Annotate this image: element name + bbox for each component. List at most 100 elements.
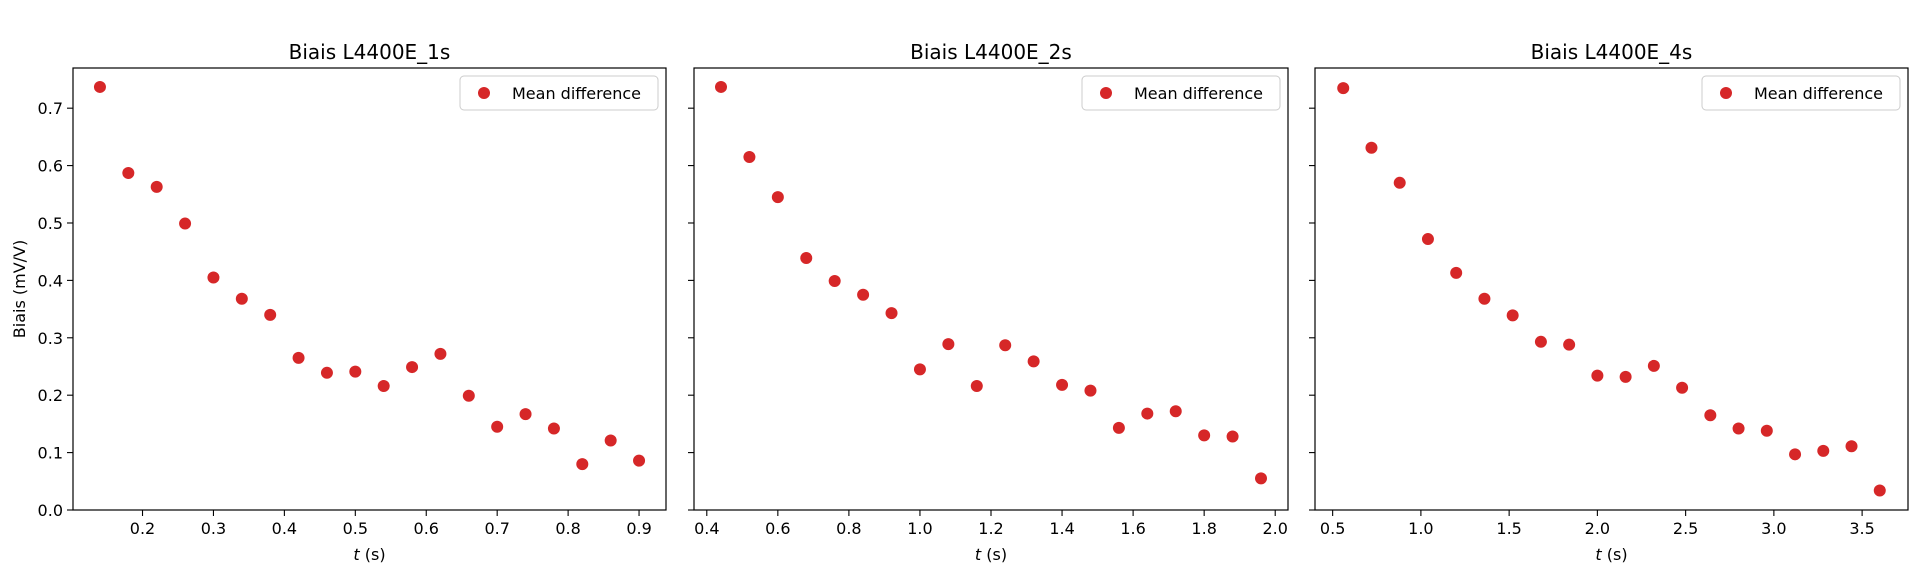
data-point: 2.16, 0.232 xyxy=(1619,370,1632,383)
chart-panel-2: Biais L4400E_2s 0.4 0.6 0.8 1.0 1.2 1.4 1.6 1.8 2… xyxy=(688,40,1289,564)
data-point: 1.56, 0.143 xyxy=(1112,421,1125,434)
data-point: 1.08, 0.289 xyxy=(942,338,955,351)
data-point: 1.36, 0.368 xyxy=(1478,292,1491,305)
chart-title: Biais L4400E_2s xyxy=(910,40,1072,64)
legend-marker xyxy=(1720,87,1732,99)
legend-box xyxy=(1701,75,1901,111)
chart-panel-1: Biais L4400E_1s 0.2 0.3 0.4 0.5 0.6 0.7 0.8 0.9 0… xyxy=(10,40,667,564)
data-point: 1.64, 0.168 xyxy=(1141,407,1154,420)
data-point: 0.56, 0.735 xyxy=(1337,82,1350,95)
data-point: 0.3, 0.405 xyxy=(207,271,220,284)
x-tick-label: 1.2 xyxy=(978,519,1003,538)
data-point: 0.68, 0.439 xyxy=(800,252,813,265)
x-axis-label-symbol: t xyxy=(975,545,982,564)
data-point: 0.42, 0.265 xyxy=(292,351,305,364)
data-point: 0.52, 0.615 xyxy=(743,150,756,163)
x-tick-label: 0.4 xyxy=(272,519,297,538)
y-axis-label: Biais (mV/V) xyxy=(10,240,29,338)
data-point: 1.32, 0.259 xyxy=(1027,355,1040,368)
data-point: 3.12, 0.097 xyxy=(1789,448,1802,461)
data-point: 3.28, 0.103 xyxy=(1817,444,1830,457)
x-tick-label: 0.7 xyxy=(484,519,509,538)
data-point: 0.6, 0.545 xyxy=(771,191,784,204)
legend: Mean difference xyxy=(1701,75,1901,111)
y-tick-label: 0.6 xyxy=(38,157,63,176)
legend-label: Mean difference xyxy=(512,84,641,103)
x-tick-label: 0.5 xyxy=(343,519,368,538)
x-tick-label: 3.5 xyxy=(1849,519,1874,538)
x-axis-label-unit: (s) xyxy=(360,545,386,564)
data-point: 2.96, 0.138 xyxy=(1760,424,1773,437)
data-point: 0.78, 0.142 xyxy=(547,422,560,435)
data-point: 2.8, 0.142 xyxy=(1732,422,1745,435)
x-tick-label: 0.4 xyxy=(694,519,719,538)
data-point: 1.88, 0.128 xyxy=(1226,430,1239,443)
legend-label: Mean difference xyxy=(1134,84,1263,103)
data-point: 1.8, 0.13 xyxy=(1198,429,1211,442)
y-tick-label: 0.5 xyxy=(38,214,63,233)
y-tick-label: 0.7 xyxy=(38,99,63,118)
x-tick-label: 1.4 xyxy=(1049,519,1074,538)
data-point: 0.92, 0.343 xyxy=(885,307,898,320)
data-point: 0.38, 0.34 xyxy=(264,308,277,321)
x-tick-label: 0.6 xyxy=(414,519,439,538)
legend-label: Mean difference xyxy=(1754,84,1883,103)
data-point: 0.84, 0.375 xyxy=(857,288,870,301)
data-point: 1.48, 0.208 xyxy=(1084,384,1097,397)
data-point: 0.62, 0.272 xyxy=(434,347,447,360)
data-point: 3.6, 0.034 xyxy=(1873,484,1886,497)
data-point: 0.74, 0.167 xyxy=(519,408,532,421)
data-point: 1.84, 0.288 xyxy=(1563,338,1576,351)
data-point: 0.82, 0.08 xyxy=(576,458,589,471)
data-point: 0.72, 0.631 xyxy=(1365,141,1378,154)
data-point: 0.9, 0.086 xyxy=(633,454,646,467)
data-point: 0.22, 0.563 xyxy=(150,180,163,193)
data-point: 0.34, 0.368 xyxy=(235,292,248,305)
data-point: 0.44, 0.737 xyxy=(715,80,727,93)
x-axis-label: t (s) xyxy=(1595,545,1627,564)
data-point: 0.46, 0.239 xyxy=(320,366,333,379)
x-axis-label-symbol: t xyxy=(1595,545,1602,564)
y-tick-label: 0.2 xyxy=(38,386,63,405)
data-point: 0.88, 0.57 xyxy=(1393,176,1406,189)
x-tick-label: 1.0 xyxy=(1408,519,1433,538)
x-tick-label: 0.2 xyxy=(130,519,155,538)
y-tick-label: 0.0 xyxy=(38,501,63,520)
x-tick-label: 0.3 xyxy=(201,519,226,538)
x-tick-label: 0.5 xyxy=(1320,519,1345,538)
data-point: 2.32, 0.251 xyxy=(1647,359,1660,372)
data-point: 1.72, 0.172 xyxy=(1169,405,1182,418)
data-point: 1.4, 0.218 xyxy=(1056,378,1069,391)
series-1: 0.44, 0.737 0.52, 0.615 0.6, 0.545 0.68, 0.… xyxy=(715,80,1267,485)
x-tick-label: 0.8 xyxy=(555,519,580,538)
x-tick-label: 0.9 xyxy=(626,519,651,538)
data-point: 1.24, 0.287 xyxy=(999,339,1012,352)
data-point: 1.16, 0.216 xyxy=(970,380,983,393)
legend-marker xyxy=(478,87,490,99)
x-tick-label: 1.6 xyxy=(1120,519,1145,538)
data-point: 0.5, 0.241 xyxy=(349,365,362,378)
data-point: 0.54, 0.216 xyxy=(377,380,390,393)
x-tick-label: 1.8 xyxy=(1191,519,1216,538)
legend: Mean difference xyxy=(459,75,659,111)
x-axis-label-unit: (s) xyxy=(1602,545,1628,564)
data-point: 2.48, 0.213 xyxy=(1676,381,1689,394)
series-1: 0.56, 0.735 0.72, 0.631 0.88, 0.57 1.04, 0.… xyxy=(1337,82,1886,497)
x-axis-label: t (s) xyxy=(975,545,1007,564)
data-point: 2.64, 0.165 xyxy=(1704,409,1717,422)
data-point: 0.26, 0.499 xyxy=(179,217,192,230)
data-point: 1, 0.245 xyxy=(913,363,926,376)
chart-title: Biais L4400E_1s xyxy=(289,40,451,64)
legend: Mean difference xyxy=(1081,75,1281,111)
x-tick-label: 2.5 xyxy=(1673,519,1698,538)
data-point: 0.86, 0.121 xyxy=(604,434,617,447)
data-point: 0.18, 0.587 xyxy=(122,167,135,180)
data-point: 1.2, 0.413 xyxy=(1450,266,1463,279)
x-axis-label: t (s) xyxy=(353,545,385,564)
data-point: 0.66, 0.199 xyxy=(462,389,475,402)
data-point: 0.58, 0.249 xyxy=(406,361,419,374)
y-tick-label: 0.4 xyxy=(38,271,63,290)
chart-title: Biais L4400E_4s xyxy=(1531,40,1693,64)
legend-box xyxy=(459,75,659,111)
